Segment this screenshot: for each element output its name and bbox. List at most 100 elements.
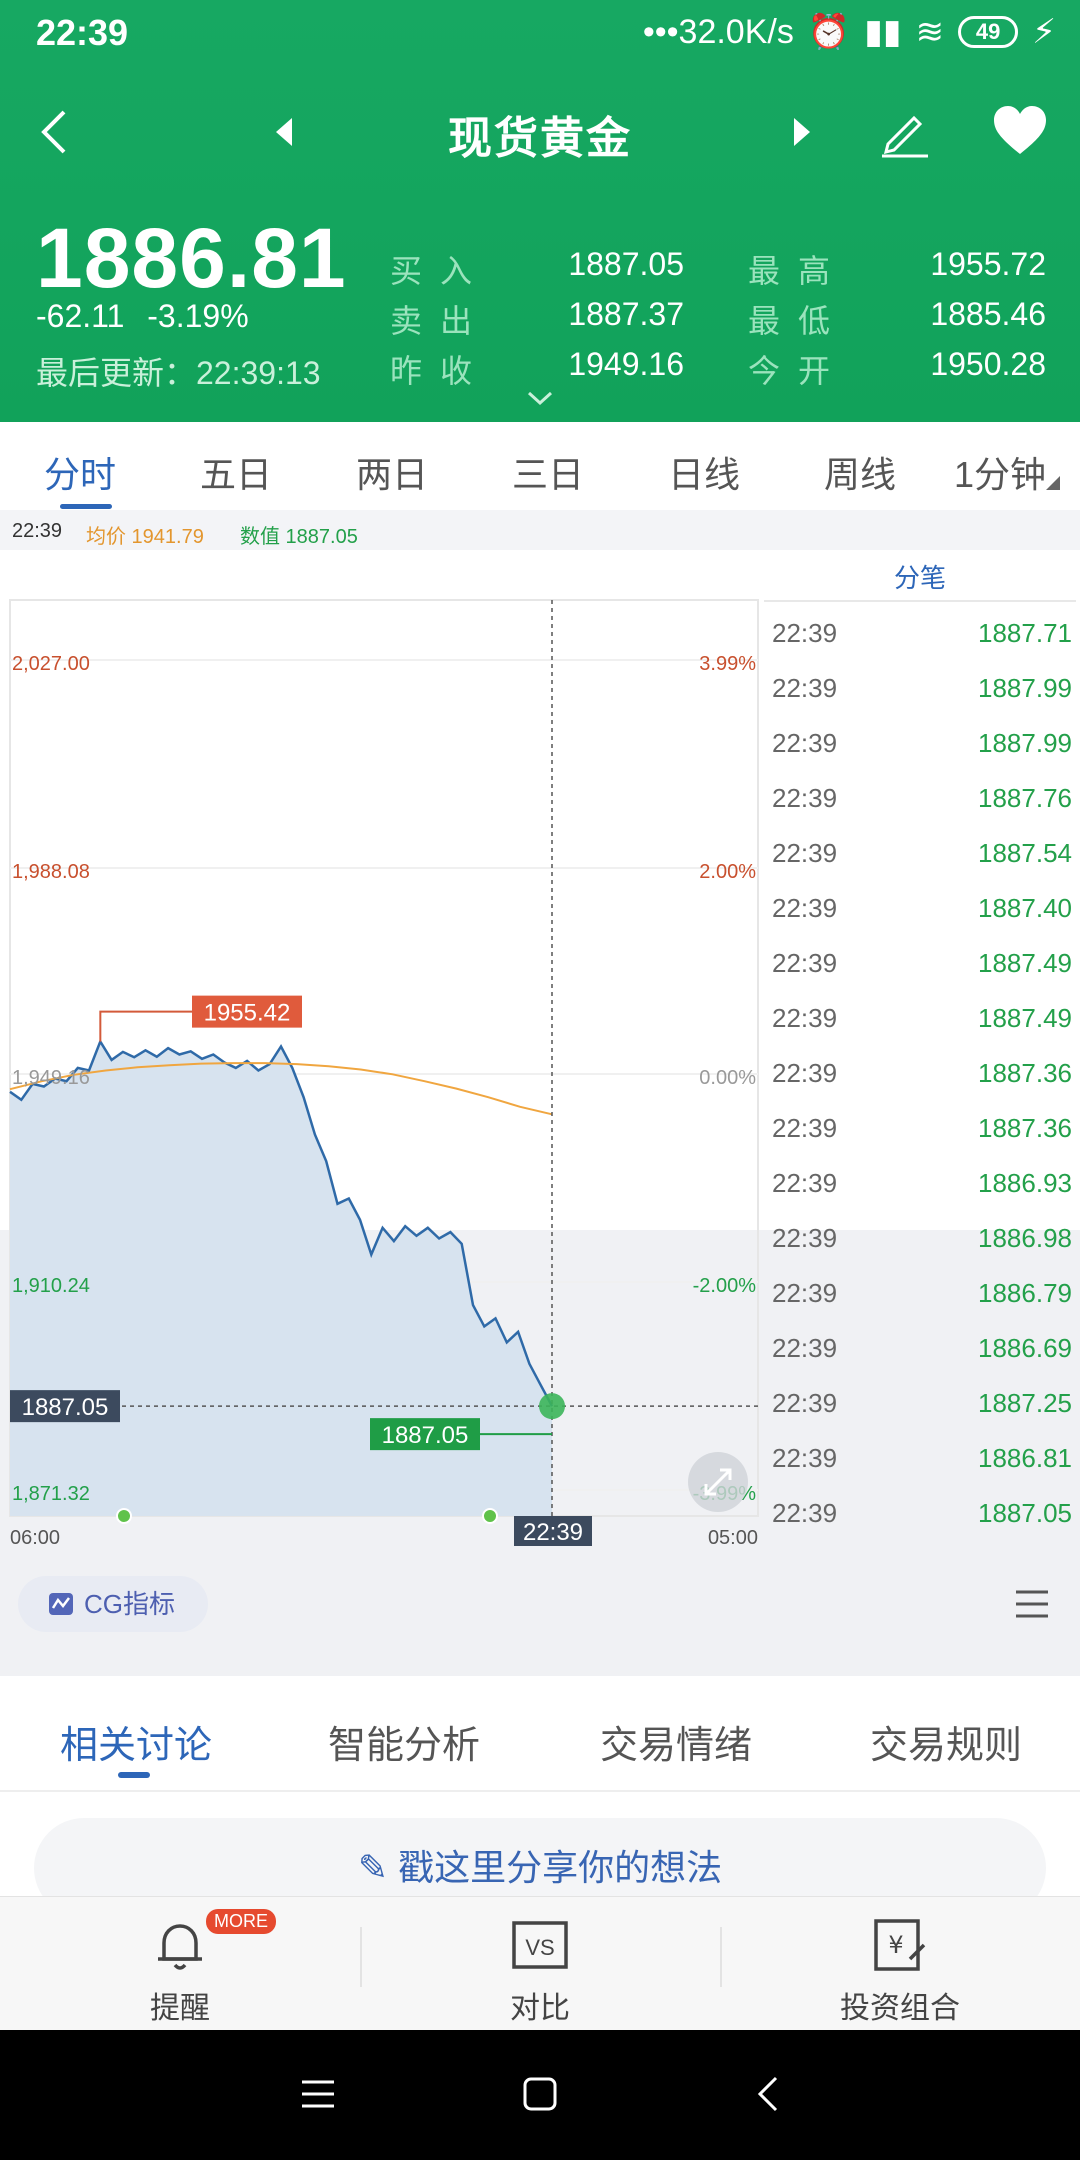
tab-intraday[interactable]: 分时 xyxy=(44,454,117,495)
tick-time: 22:39 xyxy=(772,948,838,978)
tick-price: 1886.98 xyxy=(978,1223,1072,1253)
tab-daily[interactable]: 日线 xyxy=(668,454,741,495)
sell-value: 1887.37 xyxy=(568,296,684,332)
info-value: 数值 1887.05 xyxy=(240,526,358,548)
y-axis-tick-left: 1,871.32 xyxy=(12,1483,90,1505)
nav-bar: 现货黄金 xyxy=(0,66,1080,186)
divider xyxy=(360,1927,362,1987)
back-icon[interactable] xyxy=(26,102,86,162)
charging-icon: ⚡ xyxy=(1032,13,1056,51)
current-price-tag xyxy=(370,1418,480,1451)
tick-price: 1887.76 xyxy=(978,783,1072,813)
tick-time: 22:39 xyxy=(772,1223,838,1253)
y-axis-tick-left: 1,910.24 xyxy=(12,1275,90,1297)
y-axis-tick-right: 3.99% xyxy=(699,653,756,675)
tab-trading-rules[interactable]: 交易规则 xyxy=(870,1725,1023,1767)
menu-icon[interactable] xyxy=(1012,1588,1052,1620)
tab-three-day[interactable]: 三日 xyxy=(512,454,585,495)
network-speed-value: 32.0K/s xyxy=(678,12,794,51)
cg-indicator-label: CG指标 xyxy=(84,1589,176,1619)
tick-price: 1887.25 xyxy=(978,1388,1072,1418)
open-label: 今开 xyxy=(748,353,849,389)
tick-row: 22:39 1887.76 xyxy=(772,783,1072,823)
cg-indicator-button[interactable]: CG指标 xyxy=(18,1576,208,1632)
tick-row: 22:39 1886.98 xyxy=(772,1223,1072,1263)
buy-label: 买入 xyxy=(390,253,491,289)
tick-row: 22:39 1887.49 xyxy=(772,1003,1072,1043)
tick-time: 22:39 xyxy=(772,673,838,703)
favorite-heart-icon[interactable] xyxy=(990,102,1050,162)
tick-time: 22:39 xyxy=(772,1443,838,1473)
tick-row: 22:39 1886.69 xyxy=(772,1333,1072,1373)
tick-row: 22:39 1887.71 xyxy=(772,618,1072,658)
expand-icon xyxy=(704,1468,732,1496)
tick-row: 22:39 1886.81 xyxy=(772,1443,1072,1483)
tick-time: 22:39 xyxy=(772,1003,838,1033)
tab-active-indicator xyxy=(60,504,112,509)
period-tabs: 分时 五日 两日 三日 日线 周线 1分钟 xyxy=(0,422,1080,510)
tab-one-minute[interactable]: 1分钟 xyxy=(954,454,1047,495)
dropdown-corner-icon xyxy=(1046,476,1060,490)
tick-row: 22:39 1887.54 xyxy=(772,838,1072,878)
tab-five-day[interactable]: 五日 xyxy=(200,454,273,495)
tick-price: 1886.79 xyxy=(978,1278,1072,1308)
home-icon[interactable] xyxy=(522,2076,558,2112)
tick-price: 1887.49 xyxy=(978,1003,1072,1033)
chart-info-line: 22:39 均价 1941.79 数值 1887.05 xyxy=(0,510,1080,550)
bottom-toolbar: MORE 提醒 VS 对比 ¥ 投资组合 xyxy=(0,1896,1080,2030)
tick-row: 22:39 1887.99 xyxy=(772,728,1072,768)
crosshair-price-tag xyxy=(10,1390,120,1423)
network-speed: •••32.0K/s xyxy=(642,12,794,51)
cursor-time-label: 22:39 xyxy=(523,1519,583,1546)
prev-instrument-icon[interactable] xyxy=(256,102,316,162)
tick-price: 1887.05 xyxy=(978,1498,1072,1528)
tick-time: 22:39 xyxy=(772,1168,838,1198)
svg-text:VS: VS xyxy=(525,1935,554,1960)
high-label: 最高 xyxy=(748,253,849,289)
expand-chevron-icon[interactable] xyxy=(526,390,554,406)
y-axis-tick-right: -2.00% xyxy=(693,1275,757,1297)
intraday-chart[interactable]: 2,027.00 1,988.08 1,949.16 1,910.24 1,871.32… xyxy=(0,550,760,1580)
y-axis-tick-left: 1,988.08 xyxy=(12,861,90,883)
back-nav-icon[interactable] xyxy=(756,2076,780,2112)
portfolio-button[interactable]: ¥ 投资组合 xyxy=(720,1897,1080,2031)
high-value: 1955.72 xyxy=(930,246,1046,282)
tick-table[interactable]: 分笔 22:39 1887.71 22:39 1887.99 22:39 1887.99 2… xyxy=(760,550,1080,1530)
x-axis-label-end: 05:00 xyxy=(708,1527,758,1549)
tab-two-day[interactable]: 两日 xyxy=(356,454,429,495)
next-instrument-icon[interactable] xyxy=(770,102,830,162)
tick-time: 22:39 xyxy=(772,1278,838,1308)
sell-label: 卖出 xyxy=(390,303,491,339)
status-right: •••32.0K/s ⏰ ▮▮ ≋ 49 ⚡ xyxy=(643,12,1056,52)
edit-icon[interactable] xyxy=(874,102,934,162)
tab-weekly[interactable]: 周线 xyxy=(824,454,897,495)
tick-row: 22:39 1887.40 xyxy=(772,893,1072,933)
compare-button[interactable]: VS 对比 xyxy=(360,1897,720,2031)
tab-related-discussion[interactable]: 相关讨论 xyxy=(60,1725,213,1767)
y-axis-tick-right: 0.00% xyxy=(699,1067,756,1089)
tick-time: 22:39 xyxy=(772,618,838,648)
low-value: 1885.46 xyxy=(930,296,1046,332)
prev-close-label: 昨收 xyxy=(390,353,491,389)
open-value: 1950.28 xyxy=(930,346,1046,382)
tab-trading-sentiment[interactable]: 交易情绪 xyxy=(600,1725,753,1767)
alarm-icon: ⏰ xyxy=(807,13,851,51)
share-thoughts-label: 戳这里分享你的想法 xyxy=(398,1847,723,1888)
portfolio-label: 投资组合 xyxy=(840,1992,960,2025)
tick-row: 22:39 1887.49 xyxy=(772,948,1072,988)
tab-smart-analysis[interactable]: 智能分析 xyxy=(328,1725,481,1767)
tick-time: 22:39 xyxy=(772,1333,838,1363)
high-price-label: 1955.42 xyxy=(204,1000,291,1027)
tick-time: 22:39 xyxy=(772,1498,838,1528)
y-axis-tick-right: 2.00% xyxy=(699,861,756,883)
status-time: 22:39 xyxy=(36,12,129,53)
tick-time: 22:39 xyxy=(772,783,838,813)
tick-time: 22:39 xyxy=(772,893,838,923)
divider xyxy=(0,1790,1080,1792)
remind-button[interactable]: MORE 提醒 xyxy=(0,1897,360,2031)
event-dot xyxy=(116,1508,132,1524)
portfolio-icon: ¥ xyxy=(874,1919,926,1971)
change-value: -62.11 xyxy=(36,298,125,334)
current-point-marker xyxy=(539,1393,565,1420)
recent-apps-icon[interactable] xyxy=(300,2078,336,2110)
